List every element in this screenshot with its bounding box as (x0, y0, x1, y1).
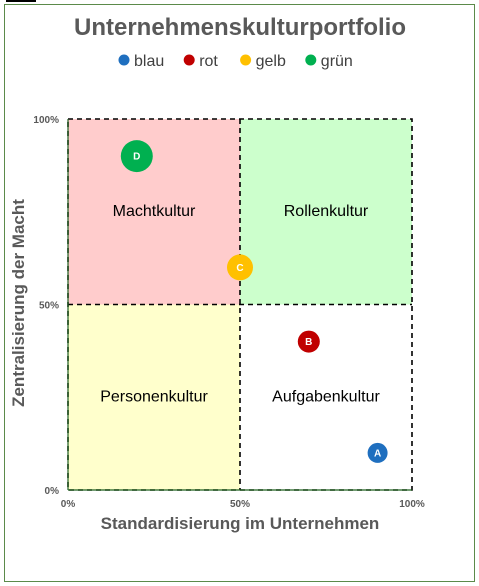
legend-label: blau (134, 53, 164, 70)
legend: blau rot gelb grün (118, 53, 353, 70)
legend-marker (305, 54, 317, 66)
x-axis-label: Standardisierung im Unternehmen (101, 514, 380, 533)
axis-ticks: 0% 50% 100% 0% 50% 100% (33, 115, 424, 510)
x-tick-label: 0% (61, 499, 76, 510)
chart-title: Unternehmenskulturportfolio (74, 14, 406, 41)
y-axis-label: Zentralisierung der Macht (9, 199, 28, 407)
corner-mark (6, 0, 36, 2)
quadrant-bg-0 (68, 119, 240, 305)
legend-marker (118, 54, 130, 66)
data-point-label: D (133, 152, 140, 163)
legend-label: gelb (256, 53, 286, 70)
data-points: A B C D (120, 140, 388, 463)
data-point-c (227, 254, 253, 281)
grid-lines (67, 118, 413, 491)
quadrant-label: Rollenkultur (284, 203, 369, 220)
quadrant-label: Personenkultur (100, 388, 208, 405)
legend-marker (183, 54, 195, 66)
y-tick-label: 100% (33, 115, 59, 126)
quadrant-bg-1 (240, 119, 412, 305)
y-tick-label: 0% (45, 486, 60, 497)
quadrant-bg-2 (68, 304, 240, 490)
data-point-label: B (305, 337, 312, 348)
data-point-label: A (374, 448, 381, 459)
data-point-a (367, 442, 388, 463)
x-tick-label: 100% (399, 499, 425, 510)
data-point-d (120, 140, 153, 173)
data-point-b (297, 330, 320, 353)
legend-label: grün (321, 53, 353, 70)
quadrant-label: Aufgabenkultur (272, 388, 380, 405)
x-tick-label: 50% (230, 499, 250, 510)
y-tick-label: 50% (39, 301, 59, 312)
legend-label: rot (199, 53, 218, 70)
data-point-label: C (236, 263, 243, 274)
legend-marker (240, 54, 252, 66)
quadrant-label: Machtkultur (113, 203, 196, 220)
